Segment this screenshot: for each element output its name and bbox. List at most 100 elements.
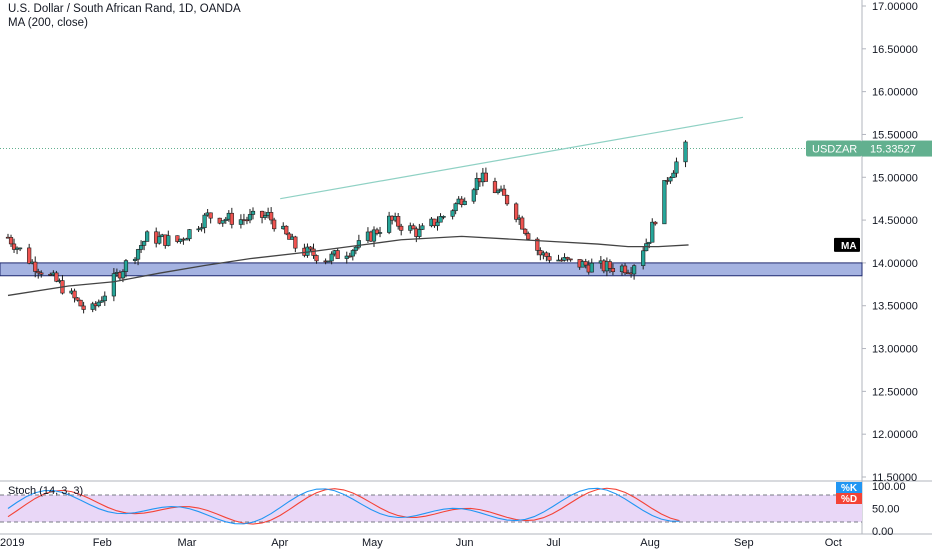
y-tick-label: 15.50000 bbox=[872, 129, 918, 141]
candle-up bbox=[668, 177, 673, 182]
x-tick-label: Apr bbox=[271, 537, 288, 549]
candle-up bbox=[102, 295, 107, 302]
y-tick-label: 14.50000 bbox=[872, 215, 918, 227]
candle-up bbox=[96, 301, 101, 307]
stoch-tick-label: 50.00 bbox=[872, 504, 900, 516]
stoch-d-badge bbox=[836, 493, 862, 504]
x-tick-label: Oct bbox=[825, 537, 842, 549]
candle-down bbox=[75, 297, 80, 301]
trendline[interactable] bbox=[280, 116, 744, 200]
candle-up bbox=[371, 229, 377, 242]
candle-up bbox=[142, 241, 147, 246]
ma-badge-label: MA bbox=[841, 241, 857, 252]
candle-up bbox=[157, 236, 162, 244]
candle-up bbox=[674, 161, 679, 174]
candle-up bbox=[196, 228, 201, 231]
candle-up bbox=[438, 216, 443, 223]
candle-up bbox=[305, 246, 310, 256]
candle-down bbox=[504, 195, 510, 205]
x-tick-label: Jun bbox=[456, 537, 474, 549]
y-tick-label: 12.50000 bbox=[872, 386, 918, 398]
candle-down bbox=[610, 268, 616, 273]
candle-up bbox=[184, 238, 189, 241]
y-tick-label: 16.00000 bbox=[872, 87, 918, 99]
candle-up bbox=[90, 303, 95, 310]
candle-up bbox=[223, 218, 228, 221]
x-tick-label: May bbox=[362, 537, 383, 549]
price-badge bbox=[862, 140, 932, 157]
candle-up bbox=[138, 245, 144, 250]
candle-down bbox=[36, 271, 41, 274]
y-tick-label: 15.00000 bbox=[872, 172, 918, 184]
candle-down bbox=[314, 255, 319, 262]
candle-down bbox=[399, 225, 404, 231]
candle-down bbox=[259, 210, 265, 218]
x-tick-label: Mar bbox=[177, 537, 196, 549]
candle-down bbox=[8, 237, 14, 245]
candle-up bbox=[377, 232, 383, 234]
candle-down bbox=[269, 212, 274, 221]
candle-up bbox=[435, 221, 440, 227]
candle-up bbox=[220, 220, 225, 224]
candle-up bbox=[641, 250, 646, 266]
candle-up bbox=[262, 215, 268, 218]
candle-up bbox=[471, 189, 476, 202]
candle-down bbox=[374, 229, 380, 234]
candle-up bbox=[417, 229, 422, 237]
symbol-badge-label: USDZAR bbox=[812, 144, 857, 156]
candle-down bbox=[311, 248, 316, 256]
y-tick-label: 13.00000 bbox=[872, 344, 918, 356]
candle-up bbox=[135, 249, 141, 260]
candle-up bbox=[671, 172, 676, 178]
symbol-badge bbox=[806, 140, 862, 157]
stoch-k-line bbox=[7, 487, 680, 525]
x-tick-label: Sep bbox=[734, 537, 754, 549]
candle-down bbox=[78, 299, 83, 307]
support-zone[interactable] bbox=[0, 262, 863, 277]
candle-down bbox=[27, 247, 32, 264]
candle-up bbox=[356, 240, 361, 248]
stoch-band bbox=[0, 495, 862, 522]
candle-up bbox=[111, 273, 116, 297]
candle-up bbox=[187, 229, 192, 240]
candle-down bbox=[396, 216, 401, 227]
candle-up bbox=[166, 235, 171, 246]
candle-up bbox=[326, 260, 331, 263]
candle-down bbox=[514, 203, 519, 220]
candle-down bbox=[535, 238, 540, 251]
candle-up bbox=[387, 215, 392, 233]
candle-up bbox=[250, 210, 256, 215]
ma-indicator-label: MA (200, close) bbox=[8, 17, 88, 29]
candle-down bbox=[653, 221, 658, 225]
candle-down bbox=[272, 219, 277, 230]
candle-down bbox=[208, 212, 213, 219]
candle-up bbox=[632, 265, 637, 275]
candle-up bbox=[589, 262, 594, 273]
candle-up bbox=[238, 219, 244, 225]
candle-up bbox=[420, 225, 425, 230]
candle-down bbox=[33, 261, 38, 272]
candle-down bbox=[547, 256, 552, 261]
candle-down bbox=[607, 261, 613, 269]
candle-down bbox=[72, 290, 77, 299]
candle-up bbox=[247, 214, 253, 221]
y-tick-label: 12.00000 bbox=[872, 429, 918, 441]
candle-up bbox=[17, 247, 23, 250]
candle-down bbox=[39, 272, 44, 275]
candle-up bbox=[450, 210, 455, 217]
y-tick-label: 17.00000 bbox=[872, 1, 918, 13]
candle-down bbox=[81, 305, 86, 310]
candle-up bbox=[120, 271, 126, 279]
candle-up bbox=[647, 241, 652, 244]
candle-down bbox=[308, 246, 313, 250]
x-tick-label: Jul bbox=[546, 537, 560, 549]
candle-up bbox=[474, 178, 479, 191]
candle-down bbox=[244, 219, 250, 222]
candle-up bbox=[123, 260, 129, 272]
candle-up bbox=[495, 190, 501, 194]
candle-up bbox=[145, 231, 150, 242]
candle-down bbox=[54, 272, 59, 282]
candle-up bbox=[132, 258, 138, 261]
